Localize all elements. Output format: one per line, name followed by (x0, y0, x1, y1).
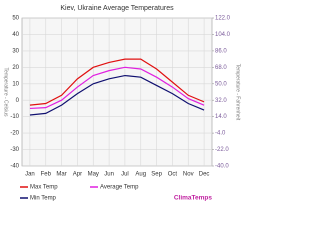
y2-tick-label: -4.0 (215, 131, 226, 137)
legend-label: Min Temp (30, 196, 57, 202)
y-tick-label: 10 (12, 81, 19, 87)
chart: Kiev, Ukraine Average Temperatures Tempe… (3, 5, 241, 202)
y-tick-label: -20 (10, 131, 19, 137)
x-tick-label: Sep (151, 172, 162, 178)
y2-tick-label: 122.0 (215, 16, 231, 22)
x-tick-label: Apr (73, 172, 82, 178)
y2-tick-label: 14.0 (215, 114, 227, 120)
y2-tick-label: 32.0 (215, 98, 227, 104)
y2-tick-label: -22.0 (215, 147, 229, 153)
y-tick-label: -30 (10, 147, 19, 153)
y-tick-label: 0 (16, 98, 20, 104)
y-tick-label: -10 (10, 114, 19, 120)
x-tick-label: Oct (168, 172, 178, 178)
chart-title: Kiev, Ukraine Average Temperatures (60, 5, 174, 12)
legend-label: Max Temp (30, 185, 58, 191)
x-tick-label: Aug (135, 172, 146, 178)
x-tick-label: Mar (56, 172, 66, 178)
line-series (29, 58, 205, 106)
x-tick-label: Nov (183, 172, 194, 178)
legend-label: Average Temp (100, 185, 139, 191)
y2-tick-label: 50.0 (215, 81, 227, 87)
x-tick-label: Dec (199, 172, 210, 178)
plot-area (21, 17, 213, 167)
y2-tick-label: 104.0 (215, 32, 231, 38)
y-tick-label: 20 (12, 65, 19, 71)
y-tick-label: -40 (10, 164, 19, 170)
y-tick-label: 50 (12, 16, 19, 22)
x-tick-label: May (88, 172, 99, 178)
y2-tick-label: -40.0 (215, 164, 229, 170)
y-tick-label: 30 (12, 48, 19, 54)
brand: ClimaTemps (174, 195, 213, 202)
x-tick-label: Jun (104, 172, 114, 178)
y2-tick-label: 68.0 (215, 65, 227, 71)
x-tick-label: Feb (41, 172, 52, 178)
line-series (29, 66, 205, 110)
line-series (29, 74, 205, 116)
y2-tick-label: 86.0 (215, 48, 227, 54)
y-tick-label: 40 (12, 32, 19, 38)
x-tick-label: Jan (25, 172, 35, 178)
y2-axis-title: Temperature - Fahrenheit (235, 64, 241, 121)
y-axis-title: Temperature - Celsius (3, 68, 9, 117)
x-tick-label: Jul (121, 172, 129, 178)
